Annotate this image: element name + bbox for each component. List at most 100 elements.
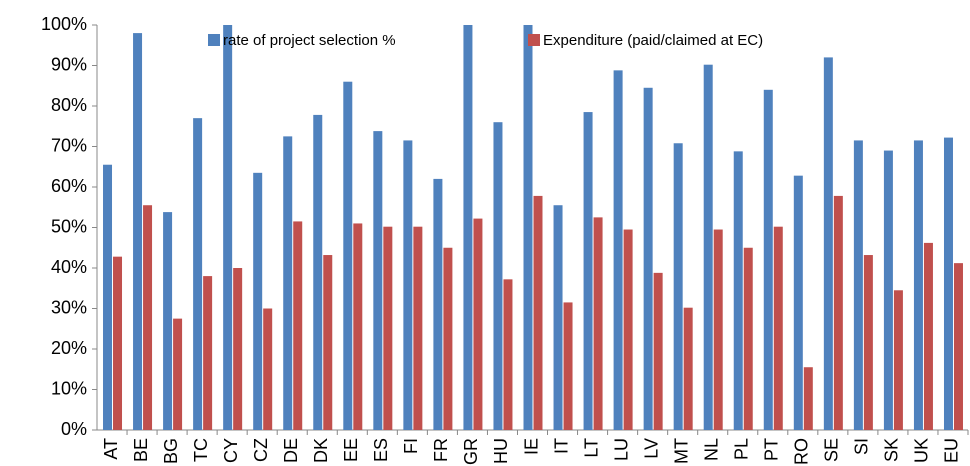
bar	[433, 178, 443, 430]
x-tick-label: DE	[281, 438, 301, 463]
x-tick-label: IE	[521, 438, 541, 455]
bar	[623, 229, 633, 430]
x-tick-label: FR	[431, 438, 451, 462]
bar	[463, 25, 473, 430]
bar	[193, 118, 203, 431]
x-tick-label: SI	[852, 438, 872, 455]
bar	[263, 308, 273, 430]
bar	[503, 279, 513, 430]
bar	[643, 87, 653, 431]
x-tick-label: TC	[191, 438, 211, 462]
bar	[523, 25, 533, 430]
x-tick-label: BE	[131, 438, 151, 462]
bar	[763, 89, 773, 431]
bar	[593, 217, 603, 430]
x-tick-label: HU	[491, 438, 511, 464]
bar	[953, 263, 963, 430]
x-tick-label: ES	[371, 438, 391, 462]
bar	[353, 223, 363, 430]
bar	[373, 131, 383, 431]
bar	[863, 255, 873, 430]
bar	[323, 255, 333, 430]
x-tick-label: EU	[942, 438, 962, 463]
x-tick-label: SE	[822, 438, 842, 462]
x-tick-label: IT	[551, 438, 571, 454]
bar	[583, 112, 593, 430]
y-tick-label: 40%	[51, 257, 87, 277]
bar	[383, 226, 393, 430]
y-tick-label: 10%	[51, 378, 87, 398]
bar	[773, 226, 783, 430]
legend-label: Expenditure (paid/claimed at EC)	[543, 32, 763, 49]
y-tick-label: 0%	[61, 419, 87, 439]
bar	[653, 272, 663, 430]
x-tick-label: LT	[581, 438, 601, 458]
y-tick-label: 80%	[51, 95, 87, 115]
bar	[683, 307, 693, 430]
bar	[233, 268, 243, 430]
bar	[163, 212, 173, 430]
bar	[283, 136, 293, 430]
x-tick-label: DK	[311, 438, 331, 463]
y-tick-label: 60%	[51, 176, 87, 196]
bar	[673, 143, 683, 430]
x-tick-label: CY	[221, 438, 241, 463]
bar	[203, 276, 213, 430]
bar	[913, 140, 923, 431]
bar	[403, 140, 413, 431]
y-tick-label: 30%	[51, 297, 87, 317]
x-tick-label: LV	[641, 438, 661, 459]
x-tick-label: AT	[101, 438, 121, 460]
x-tick-label: LU	[611, 438, 631, 461]
bar	[173, 318, 183, 430]
bar	[133, 33, 143, 430]
x-tick-label: NL	[701, 438, 721, 461]
legend-label: rate of project selection %	[223, 32, 396, 49]
x-tick-label: CZ	[251, 438, 271, 462]
y-tick-label: 70%	[51, 135, 87, 155]
bar	[253, 172, 263, 430]
x-tick-label: BG	[161, 438, 181, 464]
bar	[803, 367, 813, 430]
bar	[293, 221, 303, 430]
x-tick-label: MT	[671, 438, 691, 464]
bar	[313, 114, 323, 430]
bar	[533, 195, 543, 430]
x-tick-label: GR	[461, 438, 481, 465]
bar	[223, 25, 233, 430]
bar	[743, 247, 753, 430]
x-tick-label: EE	[341, 438, 361, 462]
bar	[923, 242, 933, 430]
bar	[473, 218, 483, 430]
bar	[103, 164, 113, 430]
bar	[443, 247, 453, 430]
bar	[343, 81, 353, 430]
bar	[713, 229, 723, 430]
bar	[563, 302, 573, 430]
bar	[733, 151, 743, 431]
bar	[613, 70, 623, 431]
y-tick-label: 90%	[51, 54, 87, 74]
x-tick-label: UK	[912, 438, 932, 463]
bar	[833, 195, 843, 430]
bar	[793, 175, 803, 430]
bar	[493, 122, 503, 430]
legend-swatch	[208, 34, 220, 46]
x-tick-label: PT	[762, 438, 782, 461]
y-tick-label: 50%	[51, 216, 87, 236]
y-tick-label: 100%	[41, 14, 87, 34]
bar	[143, 205, 153, 430]
bar	[553, 205, 563, 430]
bar	[703, 64, 713, 430]
x-tick-label: SK	[882, 438, 902, 462]
bar	[893, 290, 903, 430]
legend-swatch	[528, 34, 540, 46]
bar	[113, 256, 123, 430]
y-tick-label: 20%	[51, 338, 87, 358]
bar	[413, 226, 423, 430]
x-tick-label: FI	[401, 438, 421, 454]
bar	[943, 137, 953, 430]
x-tick-label: RO	[792, 438, 812, 465]
